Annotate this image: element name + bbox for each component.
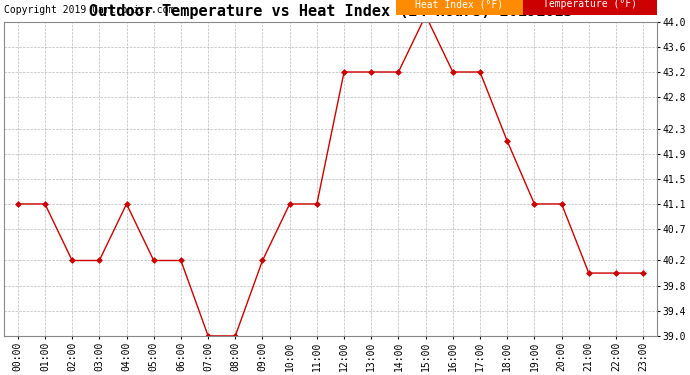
Text: Copyright 2019 Cartronics.com: Copyright 2019 Cartronics.com <box>4 6 175 15</box>
FancyBboxPatch shape <box>523 0 657 15</box>
Title: Outdoor Temperature vs Heat Index (24 Hours) 20191013: Outdoor Temperature vs Heat Index (24 Ho… <box>88 4 572 19</box>
Text: Temperature (°F): Temperature (°F) <box>543 0 637 9</box>
Text: Heat Index (°F): Heat Index (°F) <box>415 0 504 9</box>
FancyBboxPatch shape <box>396 0 523 15</box>
